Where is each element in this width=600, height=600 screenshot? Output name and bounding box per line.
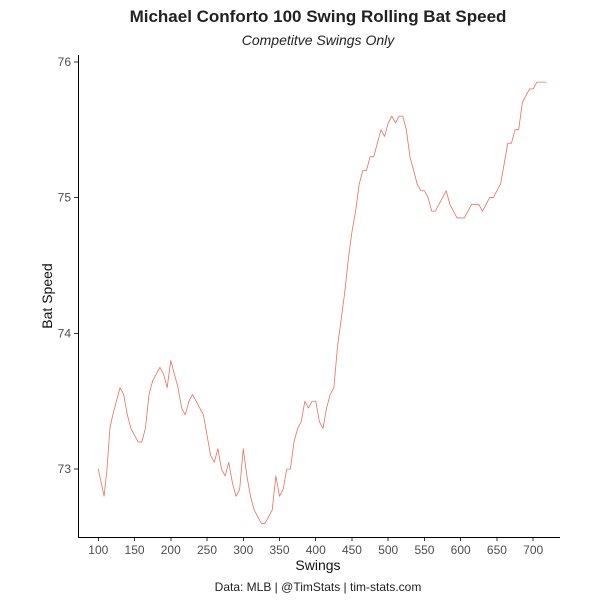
x-tick-label: 350 [269,543,289,557]
y-tick-label: 74 [58,326,72,340]
x-tick-label: 100 [88,543,108,557]
chart-subtitle: Competitve Swings Only [242,32,396,48]
x-tick-label: 500 [378,543,398,557]
x-tick-label: 400 [306,543,326,557]
x-tick-label: 550 [414,543,434,557]
chart-title: Michael Conforto 100 Swing Rolling Bat S… [130,7,507,26]
x-tick-label: 650 [487,543,507,557]
y-tick-label: 73 [58,462,72,476]
y-tick-label: 75 [58,191,72,205]
x-tick-label: 700 [523,543,543,557]
plot-area [97,81,547,524]
x-tick-label: 200 [161,543,181,557]
chart-caption: Data: MLB | @TimStats | tim-stats.com [215,580,422,594]
x-tick-label: 600 [451,543,471,557]
x-tick-label: 250 [197,543,217,557]
x-tick-label: 300 [233,543,253,557]
y-axis-label: Bat Speed [39,263,55,328]
y-axis-ticks: 73 74 75 76 [58,55,78,476]
x-tick-label: 450 [342,543,362,557]
x-axis-ticks: 100 150 200 250 300 350 400 450 500 550 600 650 700 [88,537,544,557]
rolling-bat-speed-line [97,81,547,524]
x-axis-label: Swings [295,557,340,573]
y-tick-label: 76 [58,55,72,69]
x-tick-label: 150 [125,543,145,557]
